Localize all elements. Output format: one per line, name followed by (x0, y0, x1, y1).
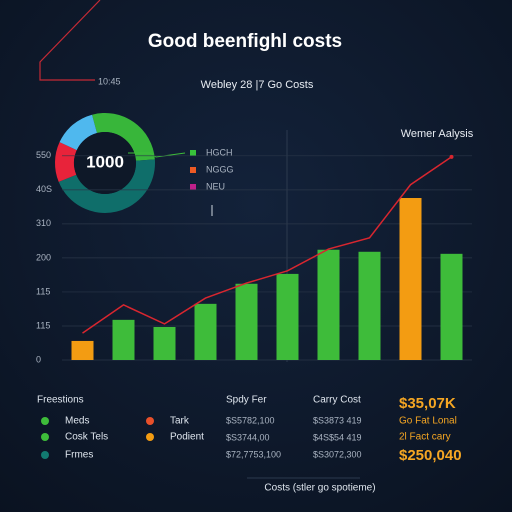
highlight: $250,040 (399, 447, 462, 464)
item-dot (146, 433, 154, 441)
item-dot (146, 417, 154, 425)
summary-heading: Freestions (37, 395, 84, 406)
donut-segment (54, 142, 77, 182)
item-label: Cosk Tels (65, 432, 108, 443)
item-label: Frmes (65, 450, 93, 461)
column-value: $S3744,00 (226, 432, 270, 442)
column-value: $72,7753,100 (226, 449, 281, 459)
legend-swatch (190, 167, 196, 173)
bar (358, 251, 381, 360)
legend-pointer (128, 152, 186, 158)
column-value: $S3873 419 (313, 415, 362, 425)
bar (194, 303, 217, 360)
line (82, 156, 452, 334)
y-tick-label: 200 (36, 252, 51, 262)
bar (317, 249, 340, 360)
time: 10:45 (98, 76, 121, 86)
bar (153, 326, 176, 360)
bar (276, 273, 299, 360)
annotation: Wemer Aalysis (401, 128, 474, 140)
column-value: $S5782,100 (226, 415, 275, 425)
legend-label: NGGG (206, 164, 234, 174)
item-label: Podient (170, 432, 204, 443)
donut-hole (74, 132, 136, 194)
item-dot (41, 433, 49, 441)
legend-label: HGCH (206, 147, 233, 157)
y-tick-label: 310 (36, 218, 51, 228)
y-tick-label: 550 (36, 150, 51, 160)
item-dot (41, 417, 49, 425)
y-tick-label: 0 (36, 354, 41, 364)
legend-swatch (190, 184, 196, 190)
footer: Costs (stler go spotieme) (264, 483, 375, 494)
bar (399, 198, 422, 360)
y-tick-label: 115 (36, 286, 50, 296)
bar (112, 319, 135, 360)
column-value: $S3072,300 (313, 449, 362, 459)
item-dot (41, 451, 49, 459)
legend-swatch (190, 150, 196, 156)
item-label: Meds (65, 416, 89, 427)
highlight: $35,07K (399, 395, 456, 412)
title: Good beenfighl costs (148, 31, 342, 52)
y-tick-label: 40S (36, 184, 52, 194)
donut-segment (59, 114, 97, 151)
column-header: Spdy Fer (226, 395, 267, 406)
decor-line (39, 0, 101, 81)
y-tick-label: 115 (36, 320, 50, 330)
donut-center: 1000 (86, 152, 124, 171)
column-value: $4S$54 419 (313, 432, 362, 442)
subtitle: Webley 28 |7 Go Costs (201, 79, 314, 91)
bar (440, 253, 463, 360)
highlight: Go Fat Lonal (399, 416, 457, 427)
line-end (449, 154, 454, 159)
donut-segment (92, 113, 155, 161)
donut-segment (58, 159, 156, 213)
column-header: Carry Cost (313, 395, 361, 406)
item-label: Tark (170, 416, 190, 427)
legend-label: NEU (206, 181, 225, 191)
bar (71, 340, 94, 360)
bar (235, 283, 258, 360)
highlight: 2l Fact cary (399, 432, 451, 443)
